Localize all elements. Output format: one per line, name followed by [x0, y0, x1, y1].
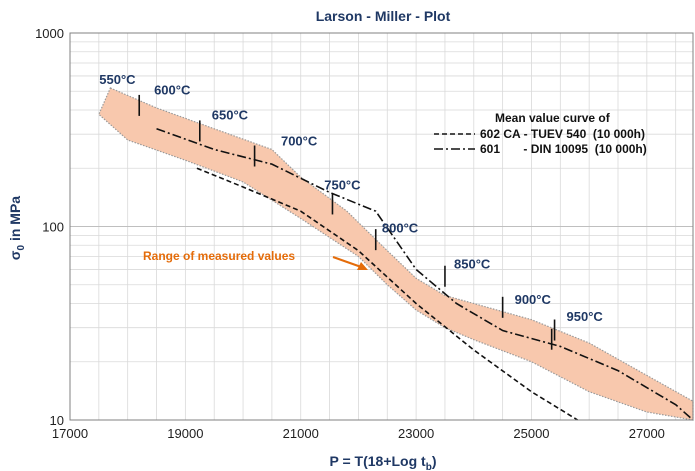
x-axis-label: P = T(18+Log tb): [330, 453, 437, 471]
x-tick-label: 21000: [283, 426, 319, 441]
series-line-dashed: [196, 167, 579, 421]
x-tick-label: 27000: [629, 426, 665, 441]
plot-border: [69, 32, 694, 421]
band-arrow: [332, 256, 365, 269]
band-annotation: Range of measured values: [143, 249, 368, 270]
tick-labels: 17000 19000 21000 23000 25000 27000 10 100 1000: [35, 26, 665, 441]
plot-frame: [69, 32, 694, 421]
y-axis-label: σ0 in MPa: [7, 196, 27, 260]
chart-title: Larson - Miller - Plot: [316, 8, 451, 24]
temperature-label: 550°C: [99, 72, 136, 87]
x-tick-label: 17000: [52, 426, 88, 441]
y-tick-label: 1000: [35, 26, 64, 41]
temperature-label: 600°C: [154, 82, 191, 97]
temperature-label: 950°C: [567, 309, 604, 324]
temperature-label: 800°C: [382, 220, 419, 235]
series-lines: [156, 128, 694, 421]
temperature-markers: 550°C 600°C 650°C 700°C 750°C 800°C 850°C 900°C…: [99, 72, 603, 350]
temperature-label: 700°C: [281, 133, 318, 148]
legend-entry: 602 CA - TUEV 540 (10 000h): [480, 127, 645, 141]
band-label: Range of measured values: [143, 249, 295, 263]
x-tick-label: 23000: [398, 426, 434, 441]
x-tick-label: 25000: [513, 426, 549, 441]
temperature-label: 750°C: [324, 178, 361, 193]
y-tick-label: 10: [50, 413, 64, 428]
temperature-label: 650°C: [212, 108, 249, 123]
legend-entry: 601 - DIN 10095 (10 000h): [480, 142, 647, 156]
legend: Mean value curve of 602 CA - TUEV 540 (10…: [434, 111, 647, 156]
series-line-dashdot: [156, 128, 694, 421]
temperature-label: 900°C: [515, 292, 552, 307]
legend-title: Mean value curve of: [495, 111, 611, 125]
x-tick-label: 19000: [167, 426, 203, 441]
temperature-label: 850°C: [454, 256, 491, 271]
band-arrow-head: [357, 262, 368, 270]
y-tick-label: 100: [42, 220, 64, 235]
